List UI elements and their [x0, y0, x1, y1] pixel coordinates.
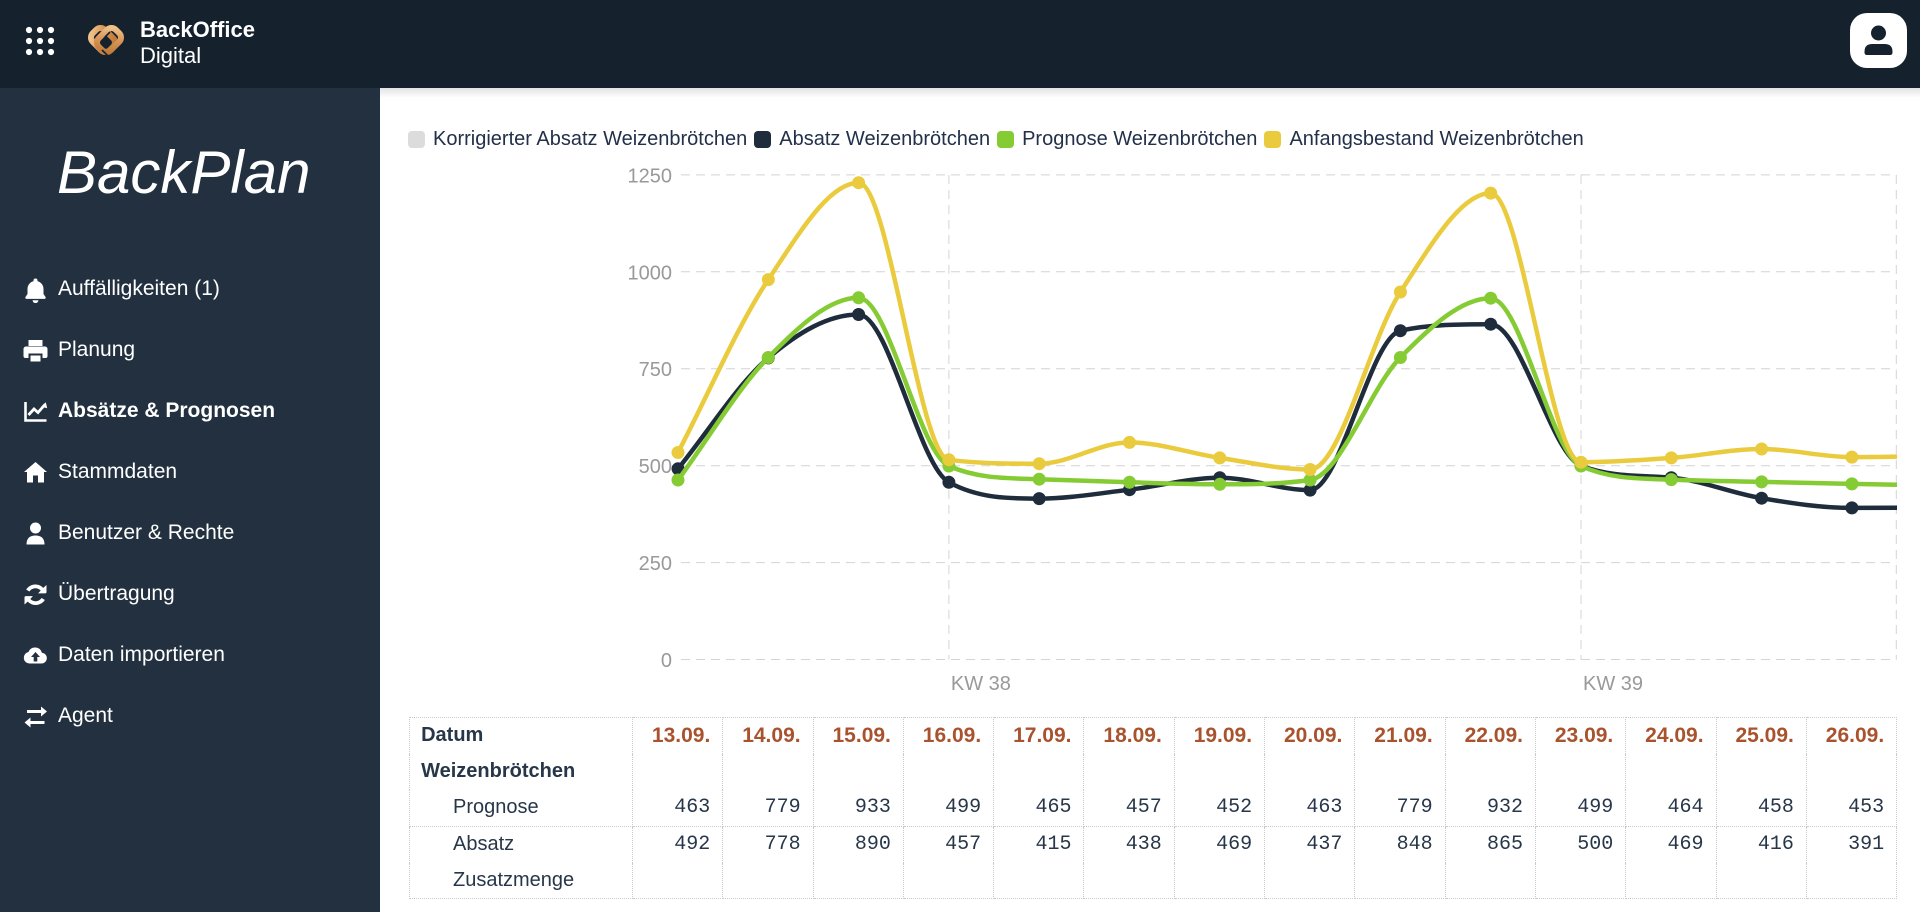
svg-text:750: 750	[639, 359, 672, 381]
svg-text:0: 0	[661, 650, 672, 672]
svg-text:1250: 1250	[628, 165, 673, 187]
svg-text:250: 250	[639, 553, 672, 575]
svg-text:KW 39: KW 39	[1583, 673, 1643, 695]
svg-text:KW 38: KW 38	[951, 673, 1011, 695]
svg-text:500: 500	[639, 456, 672, 478]
svg-text:1000: 1000	[628, 262, 673, 284]
